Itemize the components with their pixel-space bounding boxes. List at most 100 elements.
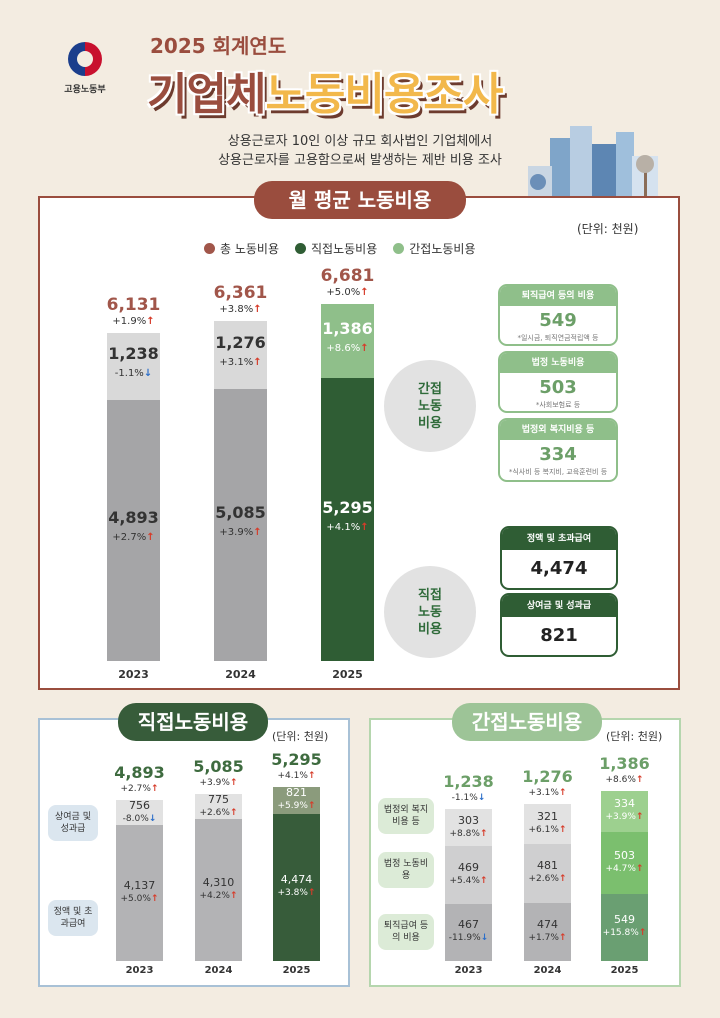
legend-label-direct: 직접노동비용 xyxy=(311,242,378,256)
arrow-up-icon: ↑ xyxy=(229,807,238,818)
legend-item-total: 총 노동비용 xyxy=(204,240,279,257)
side-box-welfare: 법정외 복지비용 등 334 *식사비 등 복지비, 교육훈련비 등 xyxy=(498,418,618,482)
change-total-2023-text: +1.9% xyxy=(112,316,147,328)
change-total-2024-text: +3.8% xyxy=(219,304,254,316)
value-2-1-2023: 469 xyxy=(458,860,479,874)
arrow-up-icon: ↑ xyxy=(253,527,262,539)
value-1-0-2023: 4,137 xyxy=(123,879,156,893)
arrow-up-icon: ↑ xyxy=(150,894,159,905)
arrow-down-icon: ↓ xyxy=(480,933,489,944)
legend-label-total: 총 노동비용 xyxy=(220,242,280,256)
indirect-unit-label: (단위: 천원) xyxy=(606,730,663,743)
change-1-1-2023: -8.0%↓ xyxy=(112,814,167,824)
bar-indirect-2024 xyxy=(214,321,267,390)
arrow-up-icon: ↑ xyxy=(558,788,567,799)
change-2-0-2025: +15.8%↑ xyxy=(597,928,652,938)
bar-2-2-2025 xyxy=(601,791,648,832)
legend-item-direct: 직접노동비용 xyxy=(295,240,377,257)
change-2-1-2025: +4.7%↑ xyxy=(597,864,652,874)
side-box-legal-value: 503 xyxy=(539,377,577,398)
total-2-2024: 1,276 xyxy=(522,767,573,787)
bar-direct-2025 xyxy=(321,378,374,661)
value-total-2025: 6,681 xyxy=(320,266,375,286)
side-box-legal: 법정 노동비용 503 *사회보험료 등 xyxy=(498,351,618,413)
arrow-up-icon: ↑ xyxy=(229,777,238,788)
change-direct-2025: +4.1%↑ xyxy=(321,522,374,533)
arrow-down-icon: ↓ xyxy=(477,793,486,804)
total-change-2-2023: -1.1%↓ xyxy=(435,793,502,803)
arrow-up-icon: ↑ xyxy=(307,771,316,781)
bar-2-0-2025 xyxy=(601,893,648,961)
legend-label-indirect: 간접노동비용 xyxy=(409,242,476,256)
total-change-2-2023-text: -1.1% xyxy=(451,793,478,804)
taegeuk-emblem-icon xyxy=(68,42,102,76)
x-tick-1-2024: 2024 xyxy=(204,965,233,976)
subtitle: 상용근로자 10인 이상 규모 회사법인 기업체에서 상용근로자를 고용함으로써… xyxy=(180,132,540,170)
arrow-up-icon: ↑ xyxy=(360,287,369,298)
value-1-1-2024: 775 xyxy=(208,792,229,806)
total-change-1-2025: +4.1%↑ xyxy=(263,771,330,781)
subtitle-line-2: 상용근로자를 고용함으로써 발생하는 제반 비용 조사 xyxy=(218,153,502,168)
change-2-2-2025: +3.9%↑ xyxy=(597,812,652,822)
bar-indirect-2025 xyxy=(321,304,374,379)
value-2-2-2023: 303 xyxy=(458,813,479,827)
change-2-0-2024: +1.7%↑ xyxy=(520,933,575,943)
arrow-up-icon: ↑ xyxy=(638,928,647,939)
subtitle-line-1: 상용근로자 10인 이상 규모 회사법인 기업체에서 xyxy=(227,134,493,149)
arrow-up-icon: ↑ xyxy=(146,532,155,544)
value-2-2-2025: 334 xyxy=(614,797,635,811)
bar-direct-2023 xyxy=(107,399,160,661)
change-1-0-2025-text: +3.8% xyxy=(277,888,308,899)
change-1-1-2025-text: +5.9% xyxy=(277,801,308,812)
arrow-up-icon: ↑ xyxy=(635,812,644,823)
x-tick-1-2023: 2023 xyxy=(125,965,154,976)
bubble-direct-line-3: 비용 xyxy=(418,622,442,637)
value-2-0-2023: 467 xyxy=(458,918,479,932)
value-indirect-2023: 1,238 xyxy=(108,344,159,364)
bar-2-2-2023 xyxy=(445,809,492,847)
x-tick-2-2023: 2023 xyxy=(454,965,483,976)
bubble-indirect-line-2: 노동 xyxy=(418,399,442,414)
indirect-row-label-retirement: 퇴직급여 등의 비용 xyxy=(378,914,434,950)
arrow-up-icon: ↑ xyxy=(479,828,488,839)
main-unit-label: (단위: 천원) xyxy=(577,222,639,236)
change-direct-2024: +3.9%↑ xyxy=(214,527,267,538)
indirect-row-label-legal: 법정 노동비용 xyxy=(378,852,434,888)
total-change-2-2024-text: +3.1% xyxy=(528,788,559,799)
change-direct-2023: +2.7%↑ xyxy=(107,532,160,543)
side-box-retirement-note: *일시금, 퇴직연금적립액 등 xyxy=(517,334,599,342)
arrow-down-icon: ↓ xyxy=(143,368,153,380)
change-total-2025-text: +5.0% xyxy=(326,287,361,298)
change-1-0-2024-text: +4.2% xyxy=(199,891,230,902)
side-box-retirement-label: 퇴직급여 등의 비용 xyxy=(500,286,616,306)
direct-box-regular-value: 4,474 xyxy=(530,558,588,579)
legend-item-indirect: 간접노동비용 xyxy=(393,240,476,257)
value-direct-2025: 5,295 xyxy=(322,497,373,517)
x-tick-1-2025: 2025 xyxy=(282,965,311,976)
change-2-0-2023-text: -11.9% xyxy=(448,933,481,944)
value-1-0-2024: 4,310 xyxy=(202,876,235,890)
change-2-0-2024-text: +1.7% xyxy=(528,932,559,943)
bar-1-1-2024 xyxy=(195,793,242,820)
change-2-2-2024: +6.1%↑ xyxy=(520,825,575,835)
arrow-up-icon: ↑ xyxy=(146,316,155,328)
total-1-2023: 4,893 xyxy=(114,763,165,783)
value-2-0-2025: 549 xyxy=(614,913,635,927)
arrow-up-icon: ↑ xyxy=(479,875,488,886)
change-2-1-2024: +2.6%↑ xyxy=(520,874,575,884)
value-2-1-2024: 481 xyxy=(537,859,558,873)
arrow-up-icon: ↑ xyxy=(253,357,262,369)
change-indirect-2023: -1.1%↓ xyxy=(107,368,160,379)
legend: 총 노동비용 직접노동비용 간접노동비용 xyxy=(204,240,476,257)
change-2-2-2023-text: +8.8% xyxy=(449,828,480,839)
change-direct-2024-text: +3.9% xyxy=(219,527,254,539)
direct-box-bonus-label: 상여금 및 성과급 xyxy=(502,595,616,617)
change-1-0-2023-text: +5.0% xyxy=(120,894,151,905)
value-2-2-2024: 321 xyxy=(537,810,558,824)
value-indirect-2024: 1,276 xyxy=(215,333,266,353)
change-direct-2025-text: +4.1% xyxy=(326,521,361,533)
change-1-1-2024: +2.6%↑ xyxy=(191,808,246,818)
x-tick-2-2025: 2025 xyxy=(610,965,639,976)
change-total-2024: +3.8%↑ xyxy=(204,304,277,315)
total-change-2-2024: +3.1%↑ xyxy=(514,788,581,798)
